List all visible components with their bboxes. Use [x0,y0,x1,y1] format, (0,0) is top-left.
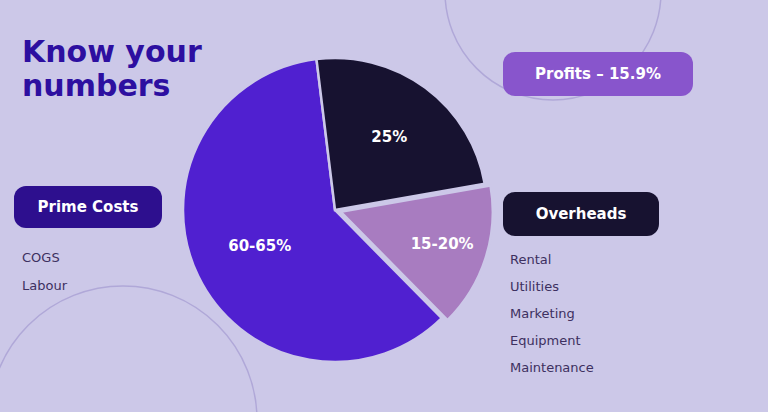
badge: Profits – 15.9% [503,52,693,96]
title-line: Know your [22,34,202,69]
badge-item: COGS [22,250,60,265]
data-label: 25% [371,128,407,146]
badge-item: Equipment [510,333,581,348]
badge-item: Maintenance [510,360,594,375]
pie [183,58,493,362]
data-label: 60-65% [228,237,291,255]
chart-svg: Know yournumbers 60-65% 15-20% 25% Prime Cos… [0,0,768,412]
badge-label: Prime Costs [38,198,139,216]
badge-label: Overheads [536,205,627,223]
badge-item: Rental [510,252,551,267]
badge-item: Utilities [510,279,559,294]
title: Know yournumbers [22,34,202,103]
badge-item: Marketing [510,306,575,321]
badge-label: Profits – 15.9% [535,65,661,83]
badge-item: Labour [22,278,68,293]
data-label: 15-20% [411,235,474,253]
pie-labels: 60-65% 15-20% 25% [228,128,473,256]
chart-container: Know yournumbers 60-65% 15-20% 25% Prime Cos… [0,0,768,412]
badge: Overheads [503,192,659,236]
badge-background [503,192,659,236]
badge-background [14,186,162,228]
badge: Prime Costs [14,186,162,228]
badge-background [503,52,693,96]
title-line: numbers [22,68,170,103]
pie-slice [316,58,484,210]
